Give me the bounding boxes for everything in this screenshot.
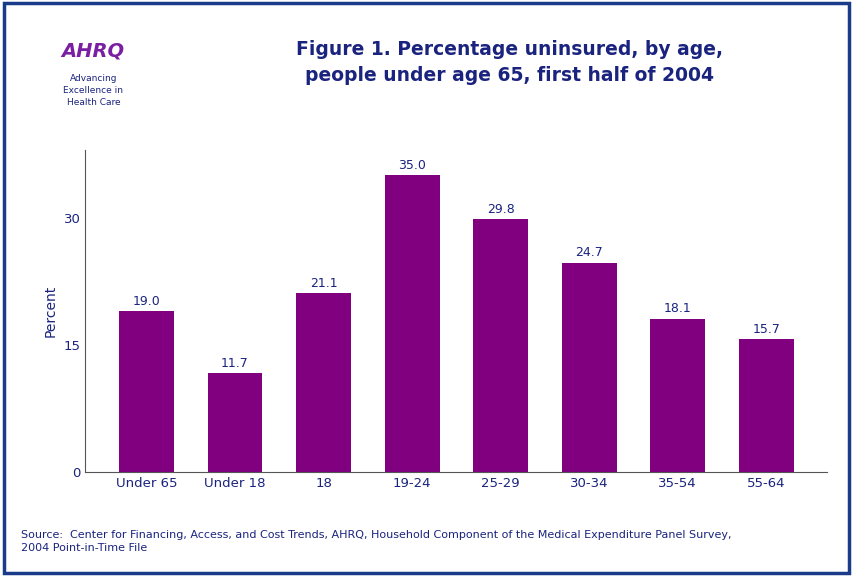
Text: Advancing
Excellence in
Health Care: Advancing Excellence in Health Care <box>63 74 124 107</box>
Bar <box>561 263 616 472</box>
Bar <box>738 339 792 472</box>
Text: Figure 1. Percentage uninsured, by age,
people under age 65, first half of 2004: Figure 1. Percentage uninsured, by age, … <box>296 40 722 85</box>
Text: 29.8: 29.8 <box>486 203 514 216</box>
Text: 19.0: 19.0 <box>132 295 160 308</box>
Bar <box>296 293 350 472</box>
Text: 18.1: 18.1 <box>663 302 691 315</box>
Bar <box>384 175 439 472</box>
Bar <box>207 373 262 472</box>
Text: AHRQ: AHRQ <box>61 41 124 60</box>
Text: 24.7: 24.7 <box>574 247 602 259</box>
Text: 11.7: 11.7 <box>221 357 249 370</box>
Text: Source:  Center for Financing, Access, and Cost Trends, AHRQ, Household Componen: Source: Center for Financing, Access, an… <box>21 530 731 553</box>
Text: 15.7: 15.7 <box>751 323 780 336</box>
Bar <box>119 311 174 472</box>
Text: 35.0: 35.0 <box>398 159 425 172</box>
Bar <box>473 219 527 472</box>
Y-axis label: Percent: Percent <box>43 285 58 337</box>
Bar <box>649 319 705 472</box>
Text: 21.1: 21.1 <box>309 277 337 290</box>
